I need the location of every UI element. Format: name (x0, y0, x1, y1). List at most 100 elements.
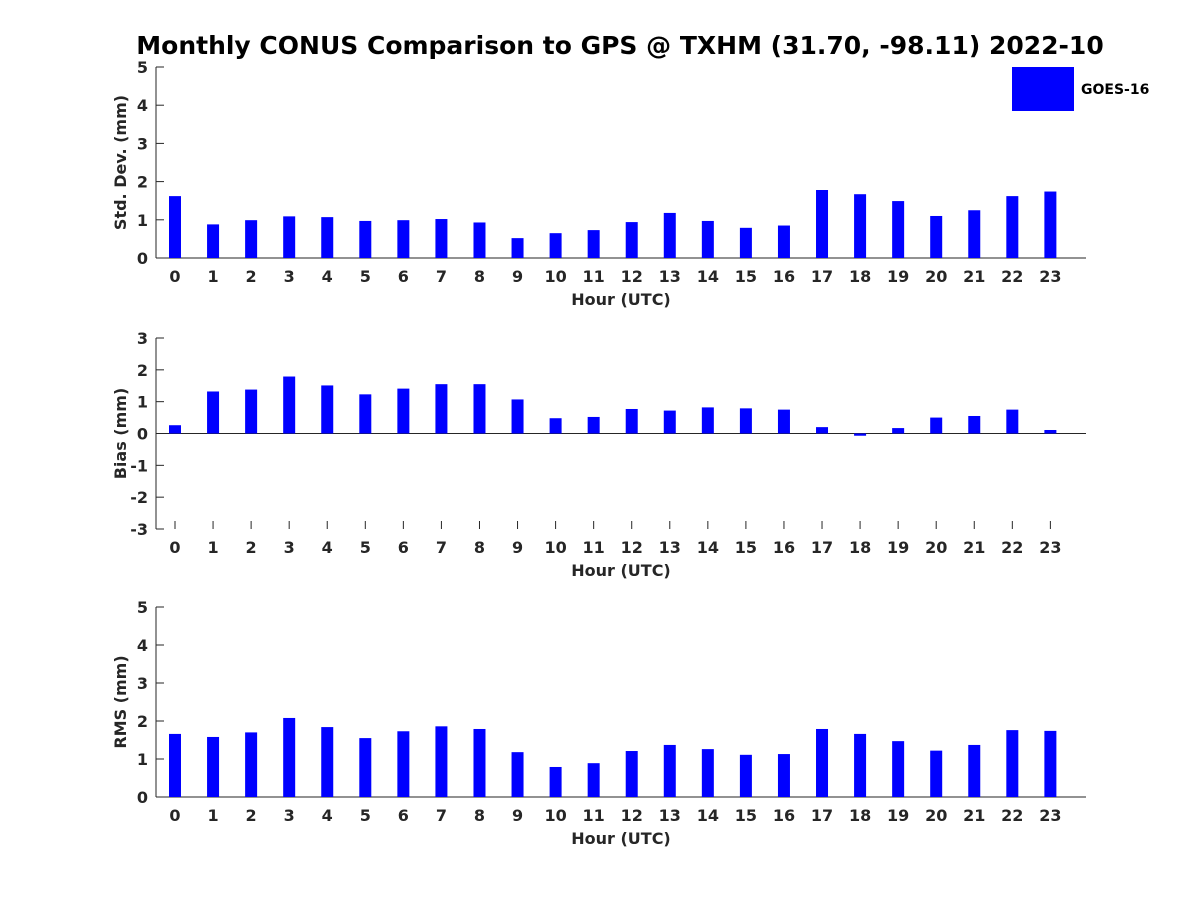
bar-hour-22 (1006, 196, 1019, 258)
bar-hour-13 (663, 744, 676, 797)
x-tick-label: 5 (360, 806, 371, 825)
bar-hour-19 (892, 428, 905, 434)
bar-hour-2 (245, 220, 258, 258)
bar-hour-8 (473, 384, 486, 434)
x-axis-label: Hour (UTC) (571, 561, 671, 580)
x-tick-label: 19 (887, 806, 909, 825)
x-tick-label: 7 (436, 267, 447, 286)
x-tick-label: 22 (1001, 538, 1023, 557)
x-tick-label: 11 (583, 538, 605, 557)
y-axis-label: RMS (mm) (111, 655, 130, 748)
x-tick-label: 2 (246, 806, 257, 825)
x-tick-label: 8 (474, 806, 485, 825)
bar-hour-22 (1006, 409, 1019, 434)
bar-hour-19 (892, 201, 905, 258)
y-tick-label: 3 (137, 134, 148, 153)
x-tick-label: 0 (169, 806, 180, 825)
x-tick-label: 16 (773, 538, 795, 557)
bar-hour-14 (701, 749, 714, 797)
bar-hour-11 (587, 230, 600, 258)
y-tick-label: 1 (137, 750, 148, 769)
bar-hour-12 (625, 751, 638, 797)
bar-hour-10 (549, 766, 562, 797)
bar-hour-17 (816, 427, 829, 434)
x-tick-label: 6 (398, 267, 409, 286)
bar-hour-7 (435, 726, 448, 797)
bar-hour-11 (587, 763, 600, 797)
bar-hour-4 (321, 727, 334, 797)
bar-hour-0 (169, 733, 181, 797)
bar-hour-15 (739, 227, 752, 258)
x-tick-label: 3 (284, 538, 295, 557)
x-tick-label: 3 (284, 806, 295, 825)
bar-hour-19 (892, 741, 905, 797)
bar-hour-16 (777, 225, 790, 258)
bar-hour-9 (511, 399, 524, 434)
x-tick-label: 1 (207, 267, 218, 286)
y-axis-label: Std. Dev. (mm) (111, 95, 130, 230)
x-tick-label: 23 (1039, 267, 1061, 286)
bar-hour-15 (739, 754, 752, 797)
x-tick-label: 13 (659, 267, 681, 286)
bar-hour-12 (625, 408, 638, 434)
x-tick-label: 16 (773, 267, 795, 286)
x-tick-label: 15 (735, 267, 757, 286)
y-tick-label: 0 (137, 788, 148, 807)
bar-hour-3 (283, 376, 296, 434)
bar-hour-23 (1044, 191, 1057, 258)
x-tick-label: 21 (963, 806, 985, 825)
bar-hour-14 (701, 407, 714, 434)
x-tick-label: 17 (811, 538, 833, 557)
bar-hour-2 (245, 389, 258, 434)
bar-hour-6 (397, 731, 410, 797)
y-tick-label: -3 (130, 520, 148, 539)
bar-hour-2 (245, 732, 258, 797)
bar-hour-18 (854, 733, 867, 797)
bar-hour-8 (473, 222, 486, 258)
x-tick-label: 14 (697, 538, 719, 557)
x-tick-label: 14 (697, 267, 719, 286)
bar-hour-16 (777, 754, 790, 797)
x-tick-label: 19 (887, 267, 909, 286)
bar-hour-18 (854, 194, 867, 258)
x-tick-label: 15 (735, 538, 757, 557)
x-tick-label: 6 (398, 806, 409, 825)
bar-hour-18 (854, 433, 867, 436)
bar-hour-9 (511, 238, 524, 258)
x-tick-label: 16 (773, 806, 795, 825)
x-tick-label: 9 (512, 806, 523, 825)
bar-hour-23 (1044, 429, 1057, 434)
legend: GOES-16 (1012, 67, 1149, 111)
x-tick-label: 7 (436, 806, 447, 825)
bar-hour-22 (1006, 730, 1019, 797)
bar-hour-5 (359, 220, 372, 258)
y-tick-label: 1 (137, 211, 148, 230)
x-tick-label: 12 (621, 806, 643, 825)
bar-hour-4 (321, 217, 334, 258)
bar-hour-0 (169, 196, 181, 258)
bar-hour-1 (207, 224, 220, 258)
bar-hour-8 (473, 728, 486, 797)
bar-hour-6 (397, 388, 410, 434)
x-tick-label: 2 (246, 538, 257, 557)
bar-hour-15 (739, 408, 752, 434)
bar-hour-7 (435, 219, 448, 258)
x-tick-label: 13 (659, 538, 681, 557)
y-tick-label: -1 (130, 456, 148, 475)
bar-hour-3 (283, 216, 296, 258)
x-tick-label: 18 (849, 538, 871, 557)
bar-hour-21 (968, 415, 981, 434)
y-tick-label: -2 (130, 488, 148, 507)
x-tick-label: 2 (246, 267, 257, 286)
x-axis-label: Hour (UTC) (571, 290, 671, 309)
x-tick-label: 0 (169, 538, 180, 557)
bar-hour-9 (511, 752, 524, 797)
bar-hour-3 (283, 717, 296, 797)
x-tick-label: 1 (207, 806, 218, 825)
bar-hour-20 (930, 417, 943, 434)
bar-hour-1 (207, 391, 220, 434)
bar-hour-11 (587, 416, 600, 434)
